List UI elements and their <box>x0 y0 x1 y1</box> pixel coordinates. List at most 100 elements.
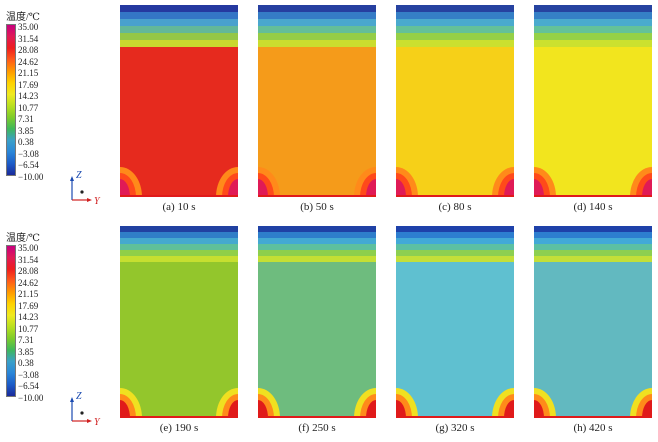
top-cold-band <box>534 232 652 238</box>
top-cold-band <box>396 26 514 33</box>
top-cold-band <box>120 19 238 26</box>
axis-z-label: Z <box>76 391 82 402</box>
legend-tick: 28.08 <box>18 266 39 276</box>
legend-tick: 35.00 <box>18 243 39 253</box>
legend-colorbar <box>6 24 16 176</box>
top-cold-band <box>534 33 652 40</box>
axis-y-label: Y <box>94 196 101 207</box>
contour-panel <box>534 226 652 418</box>
top-cold-band <box>258 226 376 232</box>
warm-corner-right <box>642 400 652 418</box>
top-cold-band <box>258 26 376 33</box>
top-cold-band <box>258 40 376 47</box>
warm-corner-right <box>504 400 514 418</box>
top-cold-band <box>120 12 238 19</box>
warm-corner-right <box>642 179 652 197</box>
legend-tick: 7.31 <box>18 114 34 124</box>
top-cold-band <box>396 250 514 256</box>
top-cold-band <box>534 238 652 244</box>
top-cold-band <box>396 238 514 244</box>
warm-corner-right <box>366 400 376 418</box>
panel-caption: (d) 140 s <box>573 201 613 213</box>
warm-corner-right <box>366 179 376 197</box>
axis-z-label: Z <box>76 170 82 181</box>
top-cold-band <box>396 244 514 250</box>
legend-tick-labels: 35.00 31.54 28.08 24.62 21.15 17.69 14.2… <box>18 243 68 403</box>
panel-caption: (b) 50 s <box>300 201 334 213</box>
contour-panel <box>258 5 376 197</box>
top-cold-band <box>258 256 376 262</box>
top-cold-band <box>120 40 238 47</box>
legend-tick: 24.62 <box>18 277 39 288</box>
legend-tick: 24.62 <box>18 56 39 67</box>
temperature-legend-top: 温度/℃ 35.00 31.54 28.08 24.62 21.15 17.69… <box>2 0 112 221</box>
top-cold-band <box>396 40 514 47</box>
contour-panel <box>396 5 514 197</box>
top-cold-band <box>120 33 238 40</box>
top-cold-band <box>534 12 652 19</box>
legend-tick: 21.15 <box>18 289 39 299</box>
top-cold-band <box>534 244 652 250</box>
warm-corner-right <box>228 179 238 197</box>
row-top: 温度/℃ 35.00 31.54 28.08 24.62 21.15 17.69… <box>2 0 652 221</box>
panel-caption: (g) 320 s <box>435 422 475 434</box>
warm-corner-right <box>504 179 514 197</box>
axis-triad: Z Y <box>68 391 108 431</box>
warm-corner-left <box>120 179 130 197</box>
top-cold-band <box>120 256 238 262</box>
legend-tick: 10.77 <box>18 102 39 113</box>
legend-colorbar <box>6 245 16 397</box>
top-cold-band <box>120 26 238 33</box>
bottom-edge <box>396 195 514 197</box>
warm-corner-left <box>258 400 268 418</box>
temperature-legend-bottom: 温度/℃ 35.00 31.54 28.08 24.62 21.15 17.69… <box>2 221 112 442</box>
bottom-edge <box>534 416 652 418</box>
top-cold-band <box>258 238 376 244</box>
bottom-edge <box>396 416 514 418</box>
legend-tick: −6.54 <box>18 160 39 170</box>
legend-tick: 0.38 <box>18 358 34 368</box>
legend-tick: −3.08 <box>18 148 39 159</box>
legend-tick: 17.69 <box>18 79 39 90</box>
top-cold-band <box>534 250 652 256</box>
top-cold-band <box>534 40 652 47</box>
top-cold-band <box>258 19 376 26</box>
axis-y-label: Y <box>94 417 101 428</box>
legend-tick: 3.85 <box>18 346 34 357</box>
legend-tick: 0.38 <box>18 137 34 147</box>
panel-caption: (h) 420 s <box>573 422 613 434</box>
legend-tick: −10.00 <box>18 392 44 403</box>
warm-corner-left <box>120 400 130 418</box>
legend-tick-labels: 35.00 31.54 28.08 24.62 21.15 17.69 14.2… <box>18 22 68 182</box>
contour-panel <box>534 5 652 197</box>
top-cold-band <box>258 12 376 19</box>
warm-corner-left <box>534 179 544 197</box>
top-cold-band <box>120 250 238 256</box>
legend-tick: 3.85 <box>18 125 34 136</box>
top-cold-band <box>258 33 376 40</box>
top-cold-band <box>534 5 652 12</box>
axis-triad: Z Y <box>68 170 108 210</box>
top-cold-band <box>396 19 514 26</box>
top-cold-band <box>396 33 514 40</box>
legend-tick: 21.15 <box>18 68 39 78</box>
legend-tick: 35.00 <box>18 22 39 32</box>
row-bottom: 温度/℃ 35.00 31.54 28.08 24.62 21.15 17.69… <box>0 221 658 442</box>
legend-tick: 7.31 <box>18 335 34 345</box>
bottom-edge <box>258 416 376 418</box>
legend-title: 温度/℃ <box>6 12 40 23</box>
legend-tick: 14.23 <box>18 91 39 101</box>
top-cold-band <box>534 226 652 232</box>
top-cold-band <box>534 26 652 33</box>
legend-tick: 31.54 <box>18 33 39 44</box>
legend-tick: 17.69 <box>18 300 39 311</box>
warm-corner-left <box>258 179 268 197</box>
contour-panel <box>120 5 238 197</box>
top-cold-band <box>534 256 652 262</box>
warm-corner-left <box>396 179 406 197</box>
top-cold-band <box>534 19 652 26</box>
top-cold-band <box>258 244 376 250</box>
legend-tick: 10.77 <box>18 323 39 334</box>
legend-tick: 14.23 <box>18 312 39 322</box>
legend-tick: 28.08 <box>18 45 39 55</box>
